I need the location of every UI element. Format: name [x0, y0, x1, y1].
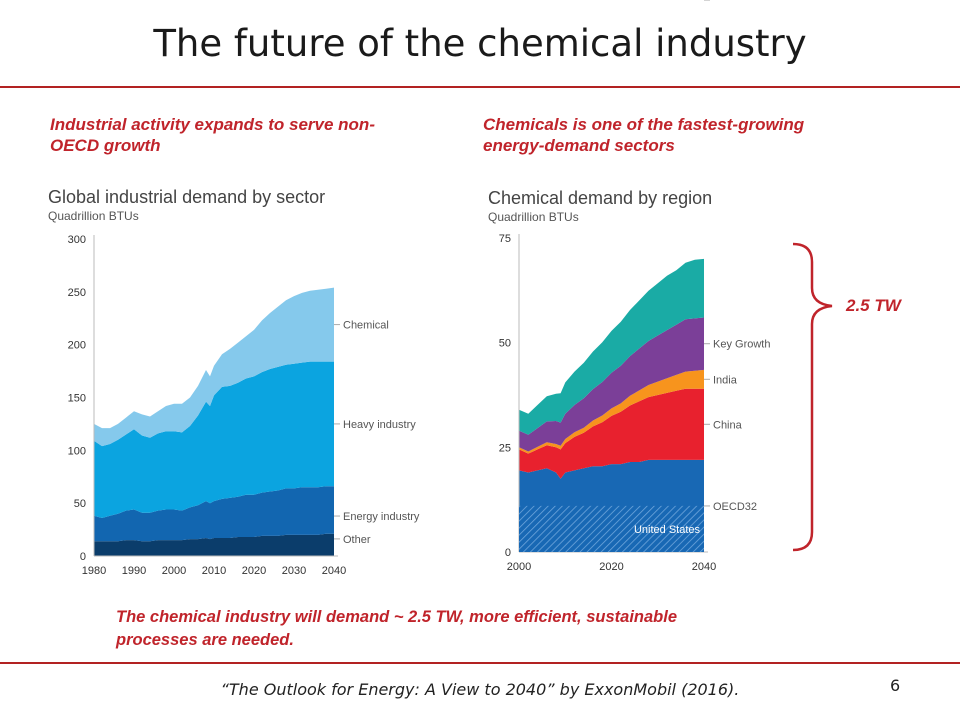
y-tick-label: 75 [499, 233, 511, 245]
series-area-energy-industry [94, 486, 334, 542]
x-tick-label: 2020 [599, 561, 623, 573]
left-subheading: Industrial activity expands to serve non… [50, 115, 375, 155]
y-tick-label: 0 [505, 547, 511, 559]
page-number: 6 [890, 676, 901, 695]
united-states-hatch [519, 505, 704, 552]
slide-title: The future of the chemical industry [153, 22, 807, 65]
conclusion-text: The chemical industry will demand ~ 2.5 … [116, 608, 677, 649]
x-tick-label: 2010 [202, 565, 226, 577]
legend-entry: India [713, 374, 738, 386]
y-axis-label: Quadrillion BTUs [488, 210, 579, 224]
x-tick-label: 1980 [82, 565, 106, 577]
x-tick-label: 2020 [242, 565, 266, 577]
legend-entry: Rest of World [713, 0, 779, 3]
y-axis-label: Quadrillion BTUs [48, 209, 139, 223]
x-tick-label: 2030 [282, 565, 306, 577]
y-tick-label: 0 [80, 551, 86, 563]
y-tick-label: 50 [74, 498, 86, 510]
series-area-key-growth [519, 317, 704, 452]
right-subheading: Chemicals is one of the fastest-growing … [483, 115, 805, 155]
footer-divider [0, 662, 960, 664]
legend-entry: China [713, 419, 743, 431]
x-tick-label: 2040 [692, 561, 716, 573]
series-area-heavy-industry [94, 361, 334, 518]
series-area-other [94, 533, 334, 556]
legend-entry: Chemical [343, 320, 389, 332]
legend-entry: Heavy industry [343, 419, 416, 431]
legend-entry: Key Growth [713, 339, 770, 351]
legend-entry: Energy industry [343, 511, 420, 523]
x-tick-label: 2040 [322, 565, 346, 577]
y-tick-label: 25 [499, 442, 511, 454]
series-area-india [519, 369, 704, 454]
title-divider [0, 86, 960, 88]
y-tick-label: 50 [499, 338, 511, 350]
legend-entry: OECD32 [713, 501, 757, 513]
y-tick-label: 100 [68, 445, 86, 457]
bracket-label: 2.5 TW [846, 296, 901, 315]
x-tick-label: 2000 [162, 565, 186, 577]
x-tick-label: 1990 [122, 565, 146, 577]
annotation-label: United States [634, 524, 701, 536]
x-tick-label: 2000 [507, 561, 531, 573]
chart-title: Global industrial demand by sector [48, 187, 325, 207]
series-area-china [519, 388, 704, 479]
citation: “The Outlook for Energy: A View to 2040”… [220, 680, 740, 699]
series-area-rest-of-world [519, 258, 704, 435]
y-tick-label: 150 [68, 393, 86, 405]
y-tick-label: 300 [68, 234, 86, 246]
series-area-chemical [94, 287, 334, 447]
y-tick-label: 200 [68, 340, 86, 352]
chart-title: Chemical demand by region [488, 188, 712, 208]
legend-entry: Other [343, 534, 371, 546]
y-tick-label: 250 [68, 287, 86, 299]
